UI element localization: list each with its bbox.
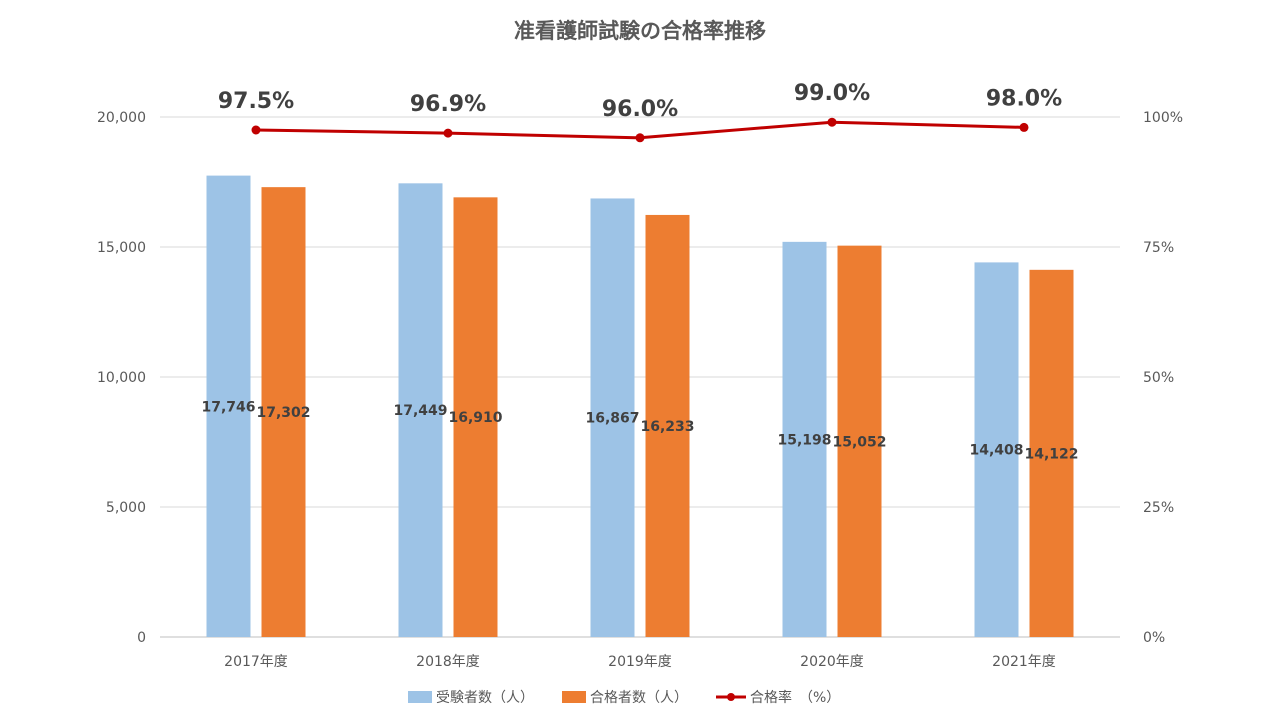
y2-tick-label: 75% [1143,240,1174,256]
x-tick-label: 2021年度 [992,654,1056,670]
y2-tick-label: 50% [1143,370,1174,386]
bar-data-label: 14,408 [969,443,1023,459]
pass-rate-point [635,133,645,143]
pass-rate-point [827,117,837,127]
bar-data-label: 17,746 [201,399,255,415]
y-tick-label: 15,000 [97,240,146,256]
y2-tick-label: 100% [1143,110,1183,126]
bar-data-label: 16,233 [640,419,694,435]
legend: 受験者数（人） 合格者数（人） 合格率 （%） [408,689,840,706]
bar-labels: 17,746 17,449 16,867 15,198 14,408 17,302 16,9… [201,399,1078,462]
pass-rate-point [443,128,453,138]
legend-label: 受験者数（人） [436,690,534,706]
y-tick-label: 20,000 [97,110,146,126]
bar-data-label: 16,867 [585,411,639,427]
bar-examinees [974,262,1019,637]
pass-rate-label: 96.9% [410,92,486,117]
y-tick-label: 5,000 [106,500,146,516]
x-tick-label: 2019年度 [608,654,672,670]
pass-rate-label: 96.0% [602,97,678,122]
rate-line: 97.5% 96.9% 96.0% 99.0% 98.0% [218,81,1062,143]
bar-passers [837,245,882,637]
legend-marker [727,693,735,701]
y-axis-left: 0 5,000 10,000 15,000 20,000 [97,110,146,646]
y2-tick-label: 25% [1143,500,1174,516]
y-tick-label: 10,000 [97,370,146,386]
pass-rate-point [251,125,261,135]
bar-examinees [590,198,635,637]
bar-data-label: 17,449 [393,403,447,419]
bar-passers [261,187,306,637]
bar-examinees [398,183,443,638]
x-tick-label: 2020年度 [800,654,864,670]
bar-passers [1029,269,1074,637]
pass-rate-label: 99.0% [794,81,870,106]
legend-swatch [408,691,432,703]
x-tick-label: 2017年度 [224,654,288,670]
bar-passers [453,197,498,637]
x-tick-label: 2018年度 [416,654,480,670]
bars [206,175,1074,638]
bar-data-label: 16,910 [448,410,502,426]
bar-data-label: 14,122 [1024,446,1078,462]
legend-label: 合格者数（人） [590,690,688,706]
gridlines [160,116,1120,638]
chart-title: 准看護師試験の合格率推移 [514,19,766,43]
bar-examinees [206,175,251,637]
bar-data-label: 15,052 [832,434,886,450]
legend-label: 合格率 （%） [750,689,840,706]
y-axis-right: 0% 25% 50% 75% 100% [1143,110,1183,646]
pass-rate-label: 98.0% [986,86,1062,111]
x-axis: 2017年度 2018年度 2019年度 2020年度 2021年度 [224,654,1056,670]
y2-tick-label: 0% [1143,630,1165,646]
bar-examinees [782,241,827,638]
pass-rate-point [1019,122,1029,132]
legend-swatch [562,691,586,703]
bar-passers [645,214,690,637]
y-tick-label: 0 [137,630,146,646]
bar-data-label: 15,198 [777,432,831,448]
pass-rate-label: 97.5% [218,89,294,114]
bar-data-label: 17,302 [256,405,310,421]
